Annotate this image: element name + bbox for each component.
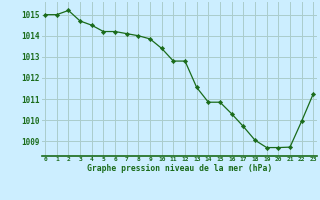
X-axis label: Graphe pression niveau de la mer (hPa): Graphe pression niveau de la mer (hPa) xyxy=(87,164,272,173)
